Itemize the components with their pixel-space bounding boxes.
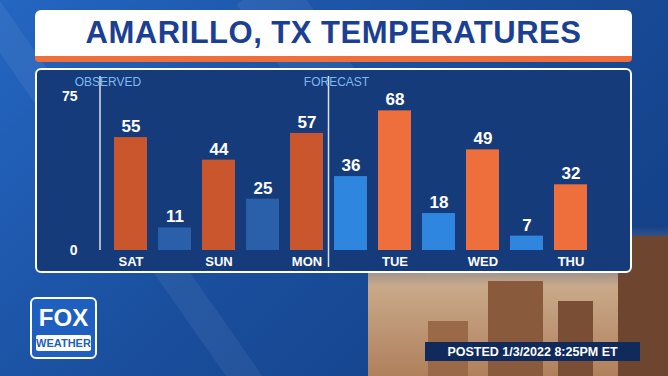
html-text:FOX: FOX: [38, 304, 89, 331]
svg-text:THU: THU: [558, 254, 585, 269]
html-text:WEATHER: WEATHER: [36, 337, 91, 349]
svg-text:OBSERVED: OBSERVED: [75, 75, 142, 89]
svg-text:68: 68: [386, 90, 405, 109]
svg-text:25: 25: [254, 179, 273, 198]
svg-text:SAT: SAT: [118, 254, 143, 269]
svg-text:SUN: SUN: [205, 254, 232, 269]
svg-text:44: 44: [210, 140, 229, 159]
svg-text:0: 0: [70, 242, 78, 258]
svg-text:18: 18: [430, 193, 449, 212]
svg-text:11: 11: [166, 207, 184, 226]
svg-text:FORECAST: FORECAST: [304, 75, 370, 89]
html-text:AMARILLO, TX TEMPERATURES: AMARILLO, TX TEMPERATURES: [85, 15, 582, 50]
svg-text:36: 36: [342, 156, 361, 175]
svg-text:55: 55: [122, 117, 141, 136]
svg-text:32: 32: [562, 164, 581, 183]
svg-text:75: 75: [62, 88, 78, 104]
svg-text:49: 49: [474, 129, 493, 148]
svg-text:WED: WED: [468, 254, 498, 269]
svg-text:57: 57: [298, 113, 317, 132]
svg-text:TUE: TUE: [382, 254, 408, 269]
svg-text:MON: MON: [292, 254, 322, 269]
html-text:POSTED 1/3/2022 8:25PM ET: POSTED 1/3/2022 8:25PM ET: [447, 344, 618, 359]
svg-text:7: 7: [522, 216, 531, 235]
